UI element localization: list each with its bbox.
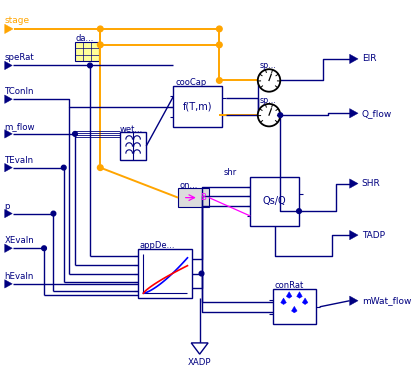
Circle shape: [51, 211, 56, 216]
Text: Q_flow: Q_flow: [362, 109, 392, 118]
Text: da...: da...: [76, 34, 94, 43]
Polygon shape: [349, 54, 358, 64]
Text: TADP: TADP: [362, 231, 385, 240]
Text: TConIn: TConIn: [5, 87, 34, 96]
Circle shape: [98, 26, 103, 32]
Bar: [75, 42, 99, 61]
Polygon shape: [5, 209, 12, 218]
Polygon shape: [191, 343, 208, 354]
Polygon shape: [297, 292, 302, 298]
Circle shape: [217, 78, 222, 83]
Polygon shape: [291, 306, 297, 313]
Text: on...: on...: [179, 181, 198, 190]
Text: SHR: SHR: [362, 179, 381, 188]
Polygon shape: [5, 130, 12, 138]
Text: stage: stage: [5, 16, 30, 25]
Polygon shape: [5, 61, 12, 70]
Text: sp...: sp...: [260, 61, 276, 70]
Text: hEvaIn: hEvaIn: [5, 272, 34, 281]
Text: f(T,m): f(T,m): [183, 102, 212, 112]
Circle shape: [217, 42, 222, 48]
Polygon shape: [349, 109, 358, 118]
Text: B: B: [200, 193, 205, 202]
Circle shape: [73, 132, 77, 136]
Polygon shape: [5, 244, 12, 252]
Bar: [273, 290, 316, 324]
Polygon shape: [281, 298, 286, 305]
Polygon shape: [5, 164, 12, 172]
Text: Qs/Q: Qs/Q: [263, 196, 286, 206]
Circle shape: [297, 209, 301, 214]
Text: TEvaIn: TEvaIn: [5, 156, 34, 165]
Text: appDe...: appDe...: [140, 241, 175, 250]
Circle shape: [61, 165, 66, 170]
Polygon shape: [349, 179, 358, 188]
Bar: [250, 177, 299, 226]
Bar: [120, 132, 146, 160]
Polygon shape: [5, 280, 12, 288]
Polygon shape: [302, 298, 308, 305]
Text: sp...: sp...: [260, 96, 276, 105]
Circle shape: [98, 42, 103, 48]
Polygon shape: [5, 24, 13, 33]
Polygon shape: [349, 296, 358, 305]
Circle shape: [42, 246, 46, 251]
Circle shape: [217, 26, 222, 32]
Circle shape: [278, 113, 283, 118]
Bar: [178, 188, 209, 207]
Polygon shape: [5, 95, 12, 103]
Bar: [173, 86, 222, 127]
Text: EIR: EIR: [362, 55, 376, 63]
Text: m_flow: m_flow: [5, 122, 35, 131]
Polygon shape: [349, 230, 358, 240]
Text: shr: shr: [224, 168, 237, 177]
Text: XEvaIn: XEvaIn: [5, 236, 34, 245]
Text: mWat_flow: mWat_flow: [362, 296, 411, 305]
Circle shape: [88, 63, 92, 68]
Text: p: p: [5, 202, 10, 210]
Bar: [138, 249, 192, 298]
Circle shape: [258, 69, 280, 92]
Text: wet...: wet...: [120, 125, 143, 134]
Text: cooCap: cooCap: [175, 78, 207, 87]
Text: speRat: speRat: [5, 53, 34, 63]
Circle shape: [98, 165, 103, 170]
Text: conRat: conRat: [275, 281, 304, 290]
Circle shape: [258, 104, 280, 126]
Polygon shape: [286, 292, 292, 298]
Circle shape: [199, 271, 204, 276]
Text: XADP: XADP: [188, 358, 211, 367]
